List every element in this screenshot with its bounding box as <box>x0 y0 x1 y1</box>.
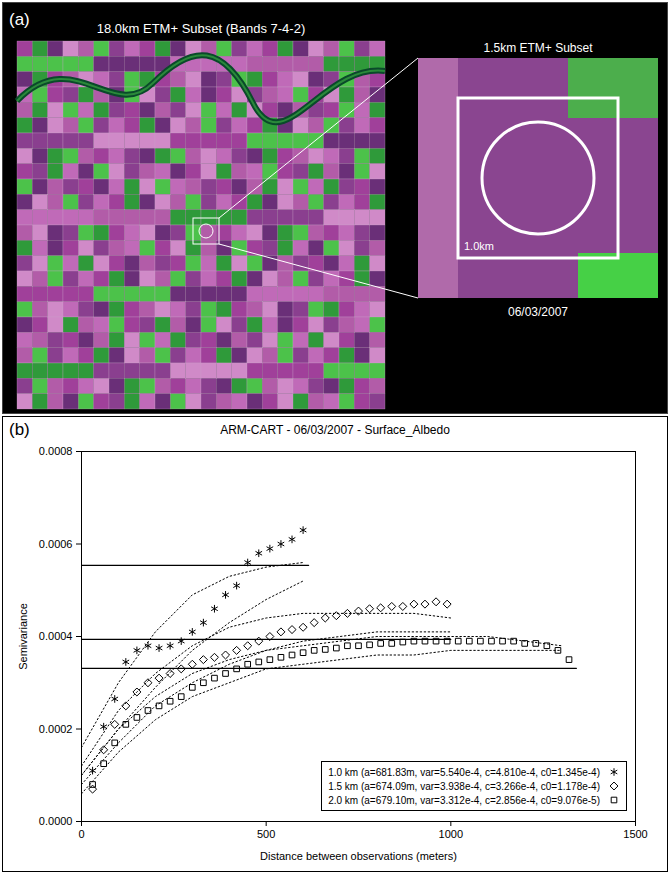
svg-text:500: 500 <box>257 828 275 840</box>
html-text:2.0 km (a=679.10m, var=3.312e-: 2.0 km (a=679.10m, var=3.312e-4, c=2.856… <box>328 794 600 806</box>
svg-text:06/03/2007: 06/03/2007 <box>508 305 568 319</box>
svg-text:18.0km ETM+ Subset (Bands 7-4-: 18.0km ETM+ Subset (Bands 7-4-2) <box>97 21 305 36</box>
html-text:1.5 km (a=674.09m, var=3.938e-: 1.5 km (a=674.09m, var=3.938e-4, c=3.266… <box>328 780 600 792</box>
svg-text:0.0004: 0.0004 <box>39 630 73 642</box>
svg-text:1000: 1000 <box>439 828 463 840</box>
svg-text:0.0000: 0.0000 <box>39 815 73 827</box>
svg-text:0.0008: 0.0008 <box>39 445 73 457</box>
html-text:1.0 km (a=681.83m, var=5.540e-: 1.0 km (a=681.83m, var=5.540e-4, c=4.810… <box>328 766 600 778</box>
svg-text:Semivariance: Semivariance <box>17 603 29 670</box>
svg-text:(a): (a) <box>9 10 30 29</box>
svg-text:1500: 1500 <box>623 828 647 840</box>
svg-text:0: 0 <box>78 828 84 840</box>
svg-text:0.0006: 0.0006 <box>39 538 73 550</box>
svg-text:1.0km: 1.0km <box>464 240 494 252</box>
html-text:ARM-CART - 06/03/2007 - Surfac: ARM-CART - 06/03/2007 - Surface_Albedo <box>220 423 450 437</box>
svg-text:0.0002: 0.0002 <box>39 723 73 735</box>
svg-text:Distance between observations: Distance between observations (meters) <box>260 850 457 862</box>
svg-text:1.5km ETM+ Subset: 1.5km ETM+ Subset <box>483 41 593 55</box>
html-text:(b): (b) <box>9 420 30 439</box>
